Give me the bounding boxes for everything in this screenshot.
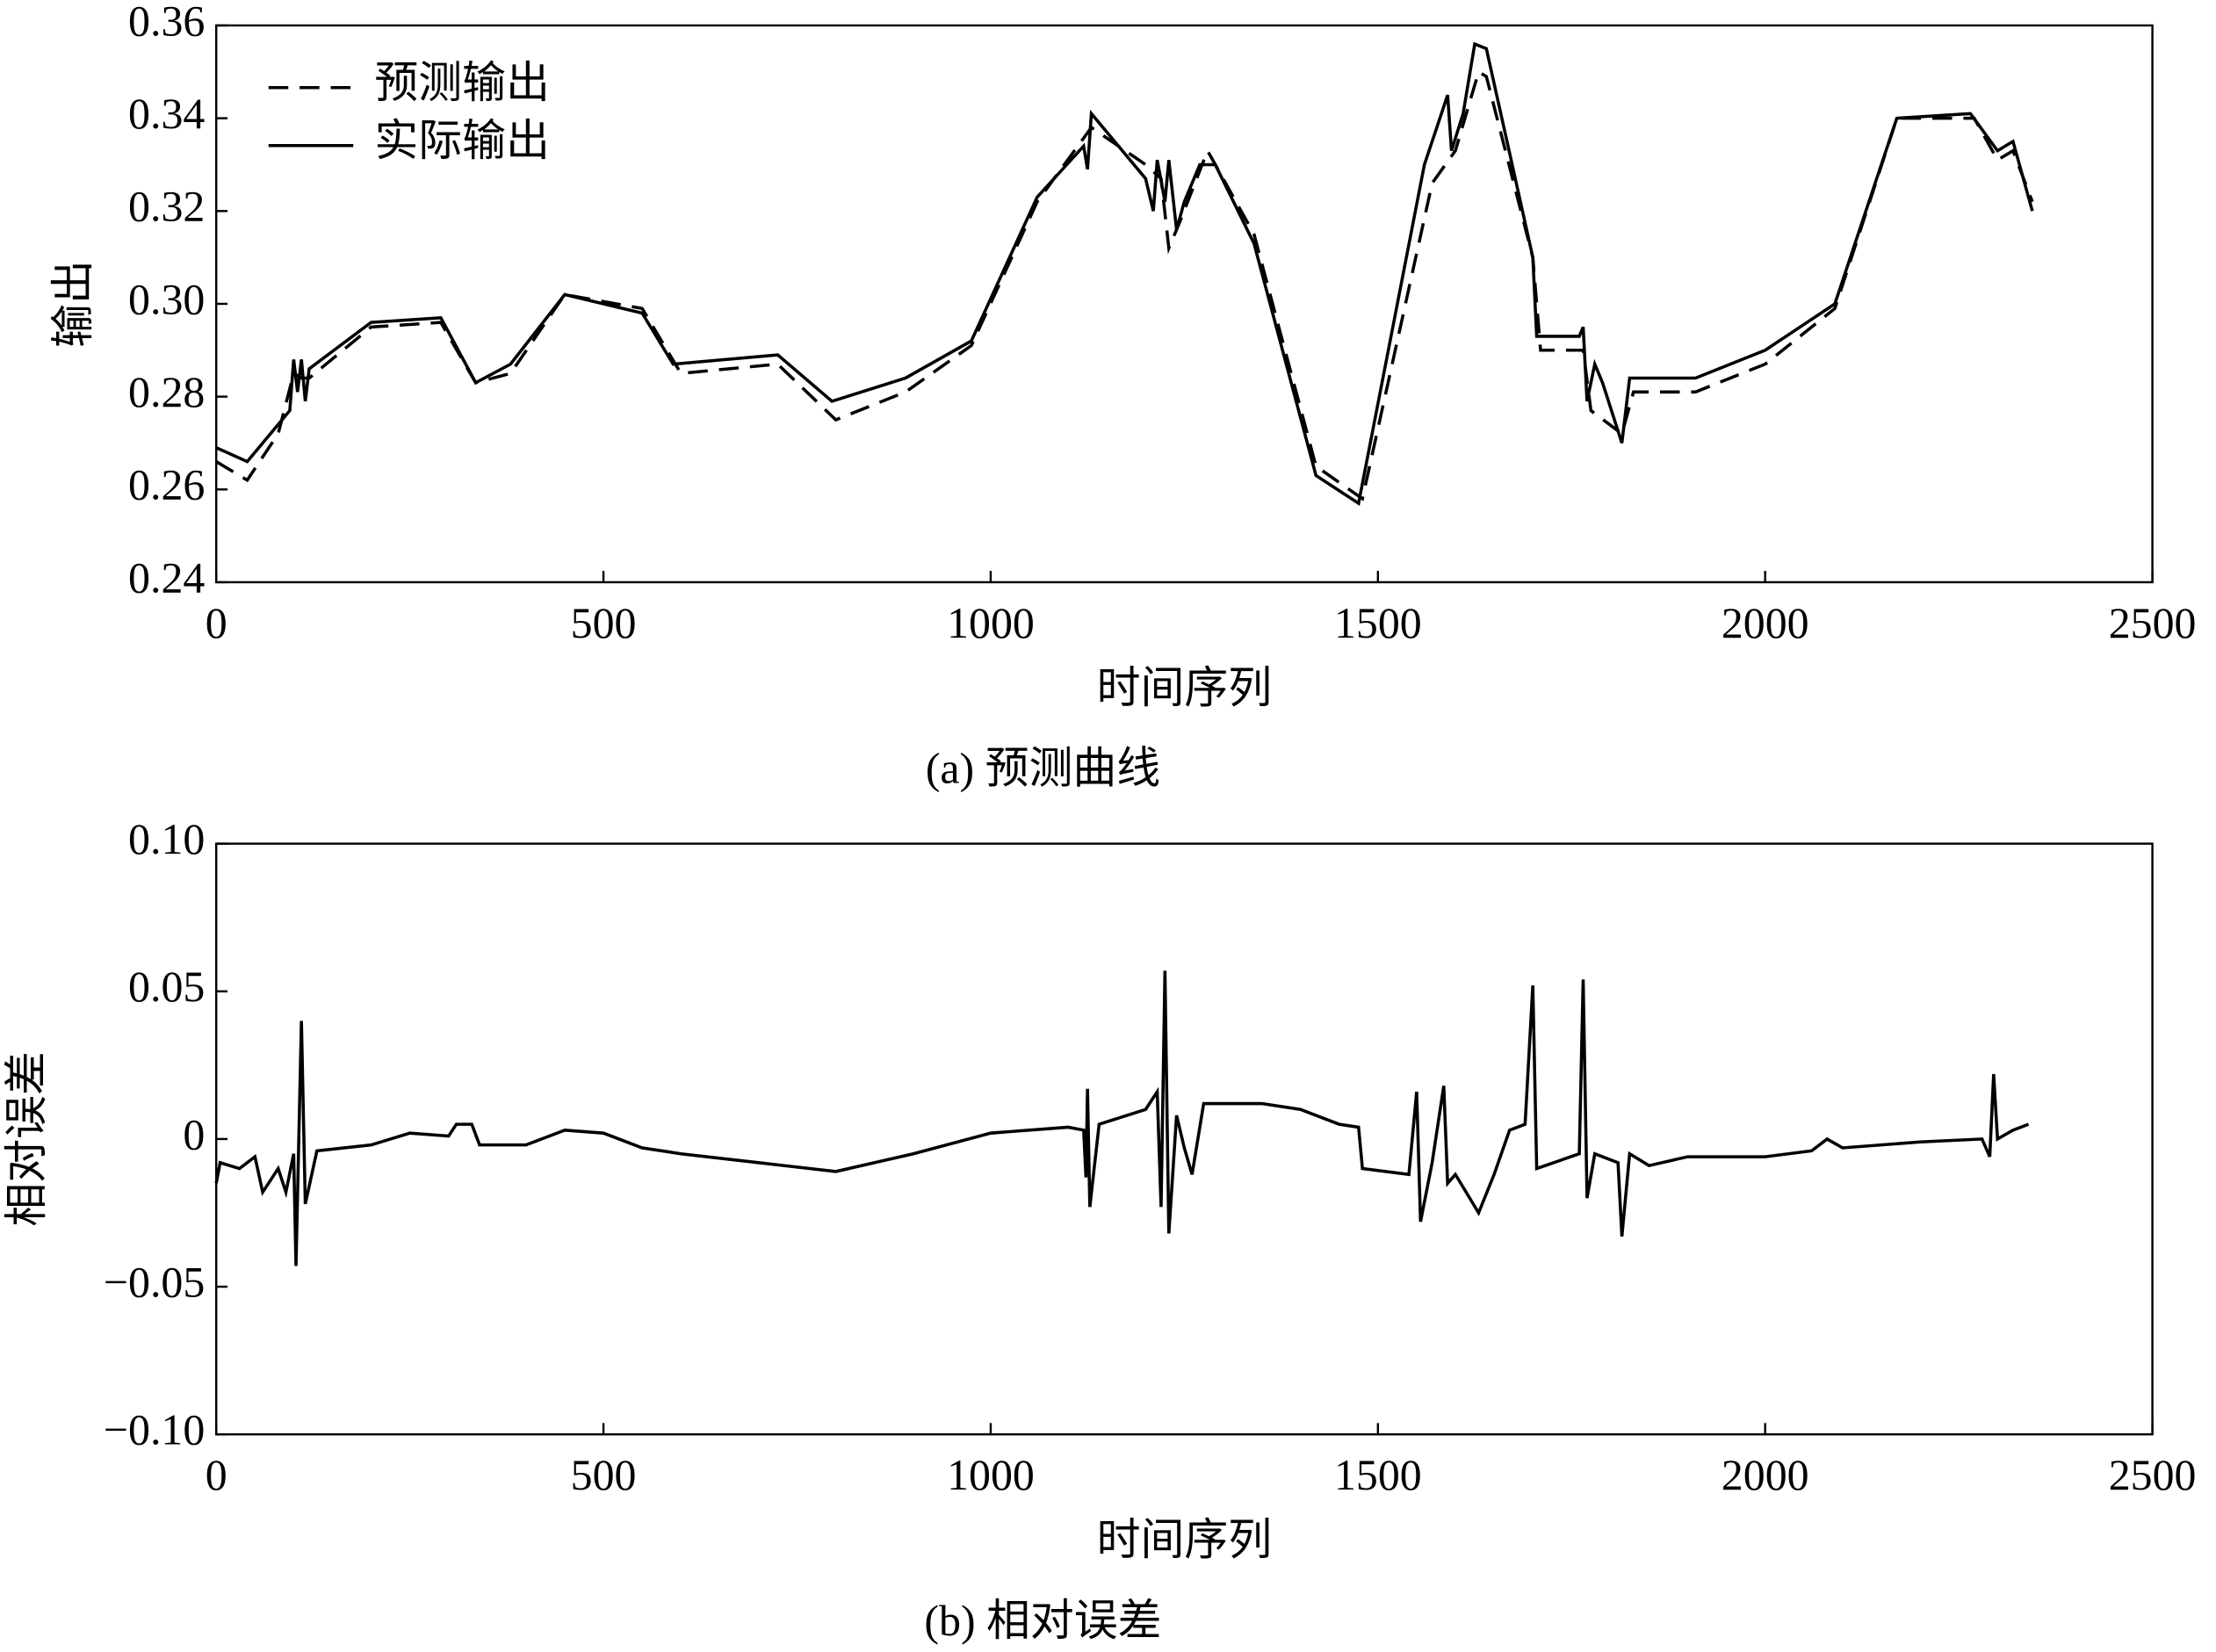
x-axis-label: 时间序列: [1097, 664, 1273, 712]
y-tick-label: 0: [183, 1110, 205, 1158]
y-tick-label: −0.10: [104, 1406, 205, 1454]
y-tick-label: 0.10: [128, 815, 205, 863]
x-tick-label: 500: [571, 599, 637, 647]
plot-frame: [214, 842, 2154, 1436]
y-tick-label: 0.32: [128, 183, 205, 231]
chart-caption: (b) 相对误差: [924, 1597, 1161, 1645]
x-tick-label: 2000: [1722, 1451, 1809, 1499]
plot-frame: [214, 24, 2154, 584]
chart-caption: (a) 预测曲线: [926, 745, 1160, 793]
x-tick-label: 2500: [2109, 1451, 2197, 1499]
legend-label: 预测输出: [374, 59, 550, 107]
x-tick-label: 1500: [1334, 599, 1422, 647]
y-tick-label: 0.36: [128, 0, 205, 45]
x-tick-label: 1000: [947, 1451, 1035, 1499]
x-tick-label: 0: [206, 599, 227, 647]
x-tick-label: 0: [206, 1451, 227, 1499]
x-tick-label: 1500: [1334, 1451, 1422, 1499]
y-tick-label: −0.05: [104, 1259, 205, 1307]
y-tick-label: 0.26: [128, 461, 205, 509]
x-axis-label: 时间序列: [1097, 1516, 1273, 1564]
y-tick-label: 0.28: [128, 368, 205, 416]
y-tick-label: 0.05: [128, 963, 205, 1011]
y-axis-label: 输出: [49, 260, 97, 348]
data-line: [214, 970, 2030, 1266]
y-tick-label: 0.30: [128, 275, 205, 323]
x-tick-label: 1000: [947, 599, 1035, 647]
x-tick-label: 2000: [1722, 599, 1809, 647]
y-tick-label: 0.24: [128, 553, 205, 602]
x-tick-label: 500: [571, 1451, 637, 1499]
legend-label: 实际输出: [374, 117, 550, 165]
y-tick-label: 0.34: [128, 90, 205, 138]
x-tick-label: 2500: [2109, 599, 2197, 647]
data-line: [215, 41, 2034, 507]
y-axis-label: 相对误差: [3, 1051, 51, 1227]
